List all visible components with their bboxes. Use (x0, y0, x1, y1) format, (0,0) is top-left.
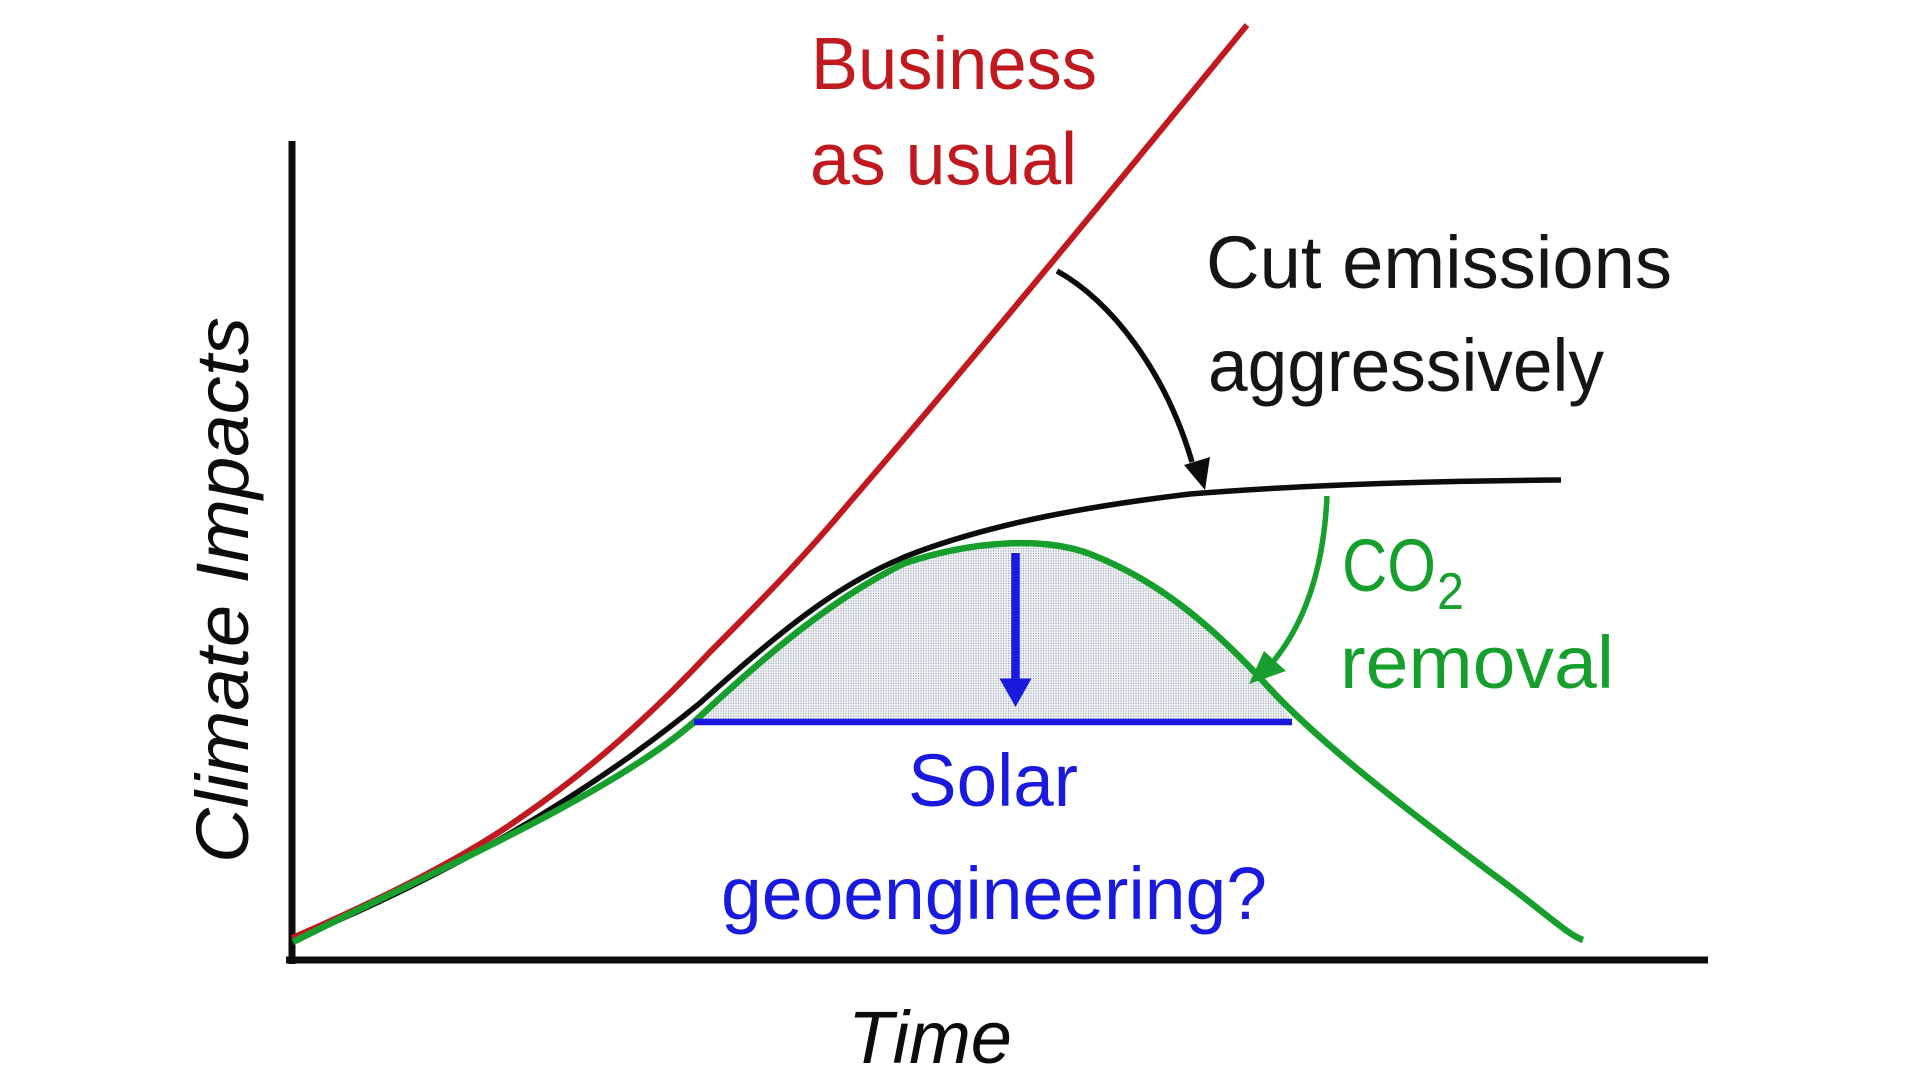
svg-text:Time: Time (848, 996, 1012, 1079)
svg-text:Climate Impacts: Climate Impacts (181, 317, 264, 863)
svg-text:removal: removal (1340, 621, 1614, 704)
svg-text:2: 2 (1437, 563, 1464, 621)
svg-text:as usual: as usual (810, 118, 1077, 201)
svg-text:aggressively: aggressively (1208, 324, 1604, 407)
svg-text:Business: Business (811, 22, 1097, 105)
svg-text:Solar: Solar (908, 739, 1078, 822)
svg-text:Cut emissions: Cut emissions (1206, 221, 1672, 304)
svg-text:CO: CO (1342, 524, 1436, 607)
svg-text:geoengineering?: geoengineering? (721, 852, 1267, 935)
